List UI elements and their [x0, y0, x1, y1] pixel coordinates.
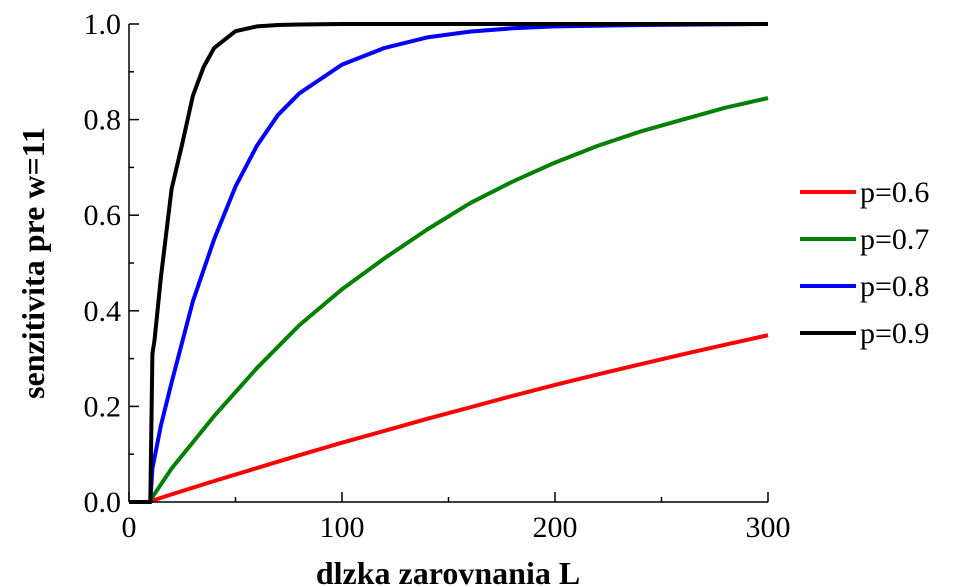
tick-labels: 0 100 200 300 0.0 0.2 0.4 0.6 0.8 1.0: [84, 8, 791, 544]
y-tick-label: 1.0: [84, 8, 122, 41]
axes: [128, 24, 768, 503]
series-line-1: [129, 333, 769, 504]
series-line-2: [129, 96, 769, 504]
ticks: [128, 23, 769, 503]
legend-label: p=0.6: [860, 176, 929, 209]
legend-label: p=0.8: [860, 270, 929, 303]
x-axis-title: dlzka zarovnania L: [316, 555, 580, 587]
series-line-4: [129, 22, 768, 504]
y-axis-title: senzitivita pre w=11: [15, 127, 51, 399]
x-tick-label: 100: [320, 511, 365, 544]
x-tick-label: 0: [122, 511, 137, 544]
legend: p=0.6 p=0.7 p=0.8 p=0.9: [800, 176, 929, 350]
y-tick-label: 0.4: [84, 295, 122, 328]
y-tick-label: 0.0: [84, 486, 122, 519]
y-tick-label: 0.2: [84, 390, 122, 423]
plot-lines: [129, 22, 769, 504]
y-tick-label: 0.8: [84, 104, 122, 137]
legend-label: p=0.9: [860, 317, 929, 350]
y-tick-label: 0.6: [84, 199, 122, 232]
series-line-3: [129, 22, 769, 504]
x-tick-label: 300: [746, 511, 791, 544]
legend-label: p=0.7: [860, 223, 929, 256]
x-tick-label: 200: [533, 511, 578, 544]
